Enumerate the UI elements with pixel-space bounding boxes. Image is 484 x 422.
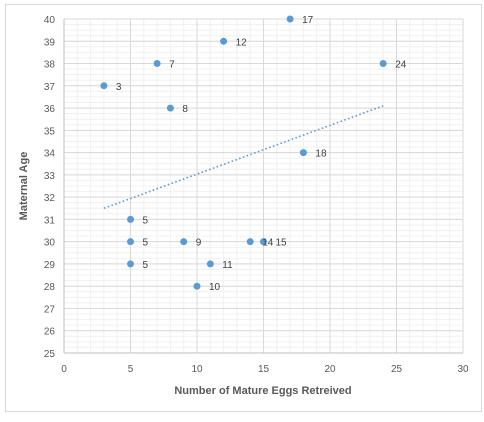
y-tick-label: 25 — [44, 349, 56, 360]
y-tick-label: 36 — [44, 104, 56, 115]
y-tick-label: 37 — [44, 82, 56, 93]
data-label: 11 — [222, 260, 233, 271]
data-label: 15 — [276, 238, 288, 249]
y-tick-label: 39 — [44, 37, 56, 48]
x-tick-label: 25 — [391, 364, 403, 375]
x-tick-label: 10 — [191, 364, 203, 375]
x-tick-label: 30 — [457, 364, 469, 375]
trendline — [103, 105, 384, 210]
data-label: 7 — [169, 60, 175, 71]
data-point — [193, 282, 201, 290]
y-tick-label: 26 — [44, 327, 56, 338]
y-tick-label: 30 — [44, 238, 56, 249]
y-tick-label: 38 — [44, 60, 56, 71]
y-tick-label: 33 — [44, 171, 56, 182]
y-tick-label: 34 — [44, 149, 56, 160]
data-label: 24 — [395, 60, 407, 71]
data-point — [260, 238, 267, 246]
data-point — [379, 60, 387, 68]
data-label: 5 — [143, 238, 149, 249]
data-point — [220, 37, 228, 45]
data-point — [127, 215, 134, 223]
data-label: 5 — [143, 215, 149, 226]
trendline-group — [103, 105, 384, 210]
data-label: 12 — [236, 37, 248, 48]
y-tick-label: 40 — [44, 15, 56, 26]
data-points — [100, 15, 387, 290]
y-tick-label: 28 — [44, 282, 56, 293]
x-axis-title: Number of Mature Eggs Retreived — [174, 385, 351, 397]
data-point — [180, 238, 188, 246]
data-label: 8 — [182, 104, 188, 115]
y-tick-label: 35 — [44, 126, 56, 137]
data-point — [127, 238, 134, 246]
data-label: 5 — [143, 260, 149, 271]
x-tick-label: 15 — [258, 364, 270, 375]
gridlines — [63, 18, 464, 354]
y-tick-label: 32 — [44, 193, 56, 204]
x-tick-label: 20 — [324, 364, 336, 375]
x-tick-label: 5 — [128, 364, 134, 375]
y-tick-label: 29 — [44, 260, 56, 271]
y-axis-title: Maternal Age — [18, 152, 30, 221]
data-point — [299, 149, 307, 157]
axes: 0 5 10 15 20 25 302526272829303132333435363738… — [44, 15, 469, 375]
data-point — [286, 15, 294, 23]
data-label: 14 — [262, 238, 274, 249]
data-point — [153, 60, 161, 68]
data-point — [100, 82, 108, 90]
data-label: 18 — [315, 149, 327, 160]
y-tick-label: 31 — [44, 215, 56, 226]
data-label: 3 — [116, 82, 122, 93]
data-label: 9 — [196, 238, 202, 249]
data-point — [246, 238, 254, 246]
data-label: 10 — [209, 282, 221, 293]
data-point — [127, 260, 134, 268]
data-label: 17 — [302, 15, 314, 26]
x-tick-label: 0 — [61, 364, 67, 375]
y-tick-label: 27 — [44, 304, 56, 315]
data-point — [166, 104, 174, 112]
data-point — [206, 260, 214, 268]
